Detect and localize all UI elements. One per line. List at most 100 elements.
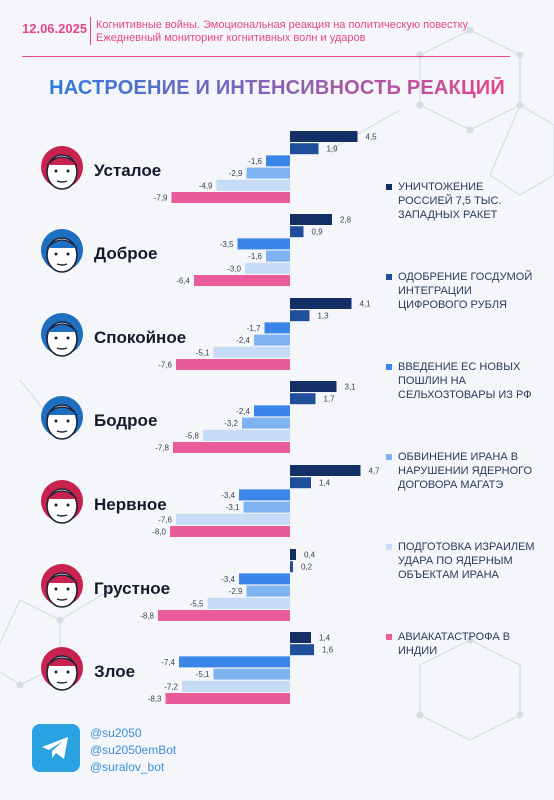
data-label: 1,6 — [322, 646, 334, 655]
bar — [242, 417, 290, 429]
data-label: 1,4 — [319, 479, 331, 488]
bar — [264, 322, 290, 334]
data-label: -7,6 — [158, 515, 172, 524]
bar — [176, 513, 290, 525]
data-label: -3,5 — [220, 240, 234, 249]
bar — [239, 573, 290, 585]
category-label: Доброе — [94, 244, 157, 263]
data-label: -8,8 — [140, 612, 154, 621]
bar — [266, 155, 290, 167]
data-label: -5,5 — [190, 599, 204, 608]
category-label: Нервное — [94, 495, 167, 514]
handle-link[interactable]: @su2050emBot — [90, 743, 177, 757]
bar — [213, 668, 290, 680]
bar — [290, 214, 332, 225]
legend-swatch — [386, 454, 392, 460]
data-label: -2,4 — [236, 336, 250, 345]
bar — [246, 167, 290, 179]
bar — [290, 381, 337, 392]
bar-chart: Усталое 4,5 1,9 -1,6 -2,9 -4,9 -7,9 Доброе 2,8 0,… — [41, 131, 381, 704]
data-label: -1,6 — [248, 252, 262, 261]
bar — [254, 334, 290, 346]
legend-label: ПОДГОТОВКА ИЗРАИЛЕМ УДАРА ПО ЯДЕРНЫМ ОБЪ… — [398, 541, 535, 581]
handle-link[interactable]: @su2050 — [90, 726, 142, 740]
bar — [290, 644, 314, 656]
bar — [207, 597, 290, 609]
bar — [213, 346, 290, 358]
bar — [290, 226, 304, 238]
bar — [158, 610, 290, 621]
bar — [290, 131, 358, 142]
data-label: 0,4 — [304, 551, 316, 560]
face-avatar-icon — [41, 480, 83, 524]
bar — [290, 465, 361, 476]
legend-swatch — [386, 634, 392, 640]
bar — [290, 477, 311, 489]
legend-item: ПОДГОТОВКА ИЗРАИЛЕМ УДАРА ПО ЯДЕРНЫМ ОБЪ… — [386, 540, 538, 582]
header-underline — [22, 56, 510, 57]
face-avatar-icon — [41, 146, 83, 190]
face-avatar-icon — [41, 396, 83, 440]
data-label: -2,9 — [229, 169, 243, 178]
legend-item: ОБВИНЕНИЕ ИРАНА В НАРУШЕНИИ ЯДЕРНОГО ДОГ… — [386, 450, 538, 492]
legend-item: АВИАКАТАСТРОФА В ИНДИИ — [386, 630, 538, 658]
header: 12.06.2025 Когнитивные войны. Эмоциональ… — [0, 0, 554, 58]
data-label: 1,7 — [324, 395, 336, 404]
legend-label: УНИЧТОЖЕНИЕ РОССИЕЙ 7,5 ТЫС. ЗАПАДНЫХ РА… — [398, 181, 502, 221]
data-label: -7,4 — [161, 658, 175, 667]
bar — [165, 693, 290, 704]
data-label: 1,9 — [327, 145, 339, 154]
data-label: -7,6 — [158, 361, 172, 370]
bar — [254, 405, 290, 417]
header-line-1: Когнитивные войны. Эмоциональная реакция… — [96, 19, 469, 31]
handle-link[interactable]: @suralov_bot — [90, 760, 165, 774]
data-label: 4,7 — [369, 467, 381, 476]
telegram-icon[interactable] — [32, 724, 80, 772]
data-label: -3,1 — [226, 503, 240, 512]
header-divider — [90, 17, 91, 45]
legend-swatch — [386, 364, 392, 370]
data-label: 2,8 — [340, 216, 352, 225]
data-label: -1,6 — [248, 157, 262, 166]
data-label: 0,9 — [312, 228, 324, 237]
chart-title-text: НАСТРОЕНИЕ И ИНТЕНСИВНОСТЬ РЕАКЦИЙ — [49, 77, 505, 99]
category-label: Грустное — [94, 579, 170, 598]
chart-title: НАСТРОЕНИЕ И ИНТЕНСИВНОСТЬ РЕАКЦИЙ — [0, 77, 554, 100]
bar — [216, 179, 290, 191]
face-avatar-icon — [41, 564, 83, 608]
bar — [290, 298, 352, 309]
data-label: -3,0 — [227, 264, 241, 273]
data-label: -7,8 — [155, 444, 169, 453]
data-label: -4,9 — [199, 181, 213, 190]
data-label: -6,4 — [176, 277, 190, 286]
bar — [243, 501, 290, 513]
bar — [290, 561, 293, 573]
bar — [170, 526, 290, 537]
bar — [182, 680, 290, 692]
category-label: Спокойное — [94, 328, 186, 347]
data-label: -3,4 — [221, 491, 235, 500]
data-label: -1,7 — [247, 324, 261, 333]
category-label: Усталое — [94, 161, 161, 180]
data-label: -7,2 — [164, 682, 178, 691]
category-label: Злое — [94, 662, 135, 681]
legend-item: ОДОБРЕНИЕ ГОСДУМОЙ ИНТЕГРАЦИИ ЦИФРОВОГО … — [386, 270, 538, 312]
data-label: -5,8 — [185, 431, 199, 440]
report-date: 12.06.2025 — [22, 21, 88, 36]
data-label: 1,3 — [318, 312, 330, 321]
legend-label: ОБВИНЕНИЕ ИРАНА В НАРУШЕНИИ ЯДЕРНОГО ДОГ… — [398, 451, 533, 491]
bar — [266, 250, 290, 262]
data-label: -7,9 — [154, 194, 168, 203]
data-label: 4,5 — [366, 133, 378, 142]
legend-label: ОДОБРЕНИЕ ГОСДУМОЙ ИНТЕГРАЦИИ ЦИФРОВОГО … — [398, 271, 533, 311]
data-label: -3,2 — [224, 419, 238, 428]
bar — [173, 442, 290, 453]
legend-label: ВВЕДЕНИЕ ЕС НОВЫХ ПОШЛИН НА СЕЛЬХОЗТОВАР… — [398, 361, 532, 401]
face-avatar-icon — [41, 229, 83, 273]
bar — [290, 393, 316, 405]
legend-item: УНИЧТОЖЕНИЕ РОССИЕЙ 7,5 ТЫС. ЗАПАДНЫХ РА… — [386, 180, 538, 222]
face-avatar-icon — [41, 313, 83, 357]
face-avatar-icon — [41, 647, 83, 691]
bar — [290, 549, 296, 560]
bar — [179, 656, 290, 668]
